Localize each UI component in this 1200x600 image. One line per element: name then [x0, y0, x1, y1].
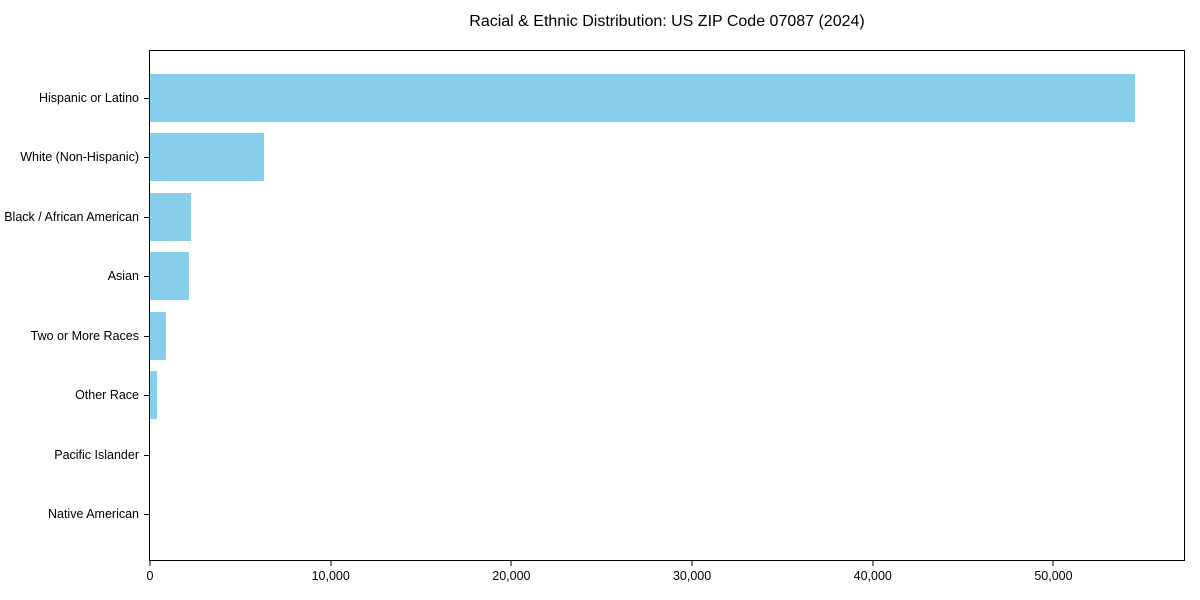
x-tick-label-40-000: 40,000	[853, 569, 892, 583]
x-tick-mark-30-000	[691, 561, 693, 566]
x-tick-mark-50-000	[1052, 561, 1054, 566]
y-tick-label-native-american: Native American	[47, 507, 139, 521]
y-tick-mark	[144, 395, 149, 397]
bar-hispanic-or-latino	[150, 73, 1135, 122]
y-tick-mark	[144, 276, 149, 278]
x-tick-label-20-000: 20,000	[492, 569, 531, 583]
x-tick-label-30-000: 30,000	[672, 569, 712, 583]
y-tick-mark	[144, 335, 149, 337]
bar-row-asian: Asian	[108, 247, 1184, 307]
y-tick-label-two-or-more-races: Two or More Races	[30, 328, 139, 343]
bar-two-or-more-races	[150, 311, 167, 360]
x-tick-label-0: 0	[146, 569, 154, 583]
x-tick-mark-40-000	[872, 561, 874, 566]
bar-black-african-american	[150, 192, 191, 241]
bar-row-native-american: Native American	[48, 485, 1184, 545]
x-tick-mark-10-000	[330, 561, 332, 566]
x-axis-ticks: 0 10,000 20,000 30,000 40,000 50,000	[146, 560, 1184, 600]
bar-row-black-african-american: Black / African American	[4, 187, 1184, 247]
bar-row-two-or-more-races: Two or More Races	[31, 306, 1184, 366]
y-tick-label-hispanic-or-latino: Hispanic or Latino	[38, 90, 139, 105]
y-tick-mark	[144, 514, 149, 516]
y-tick-mark	[144, 216, 149, 218]
bar-row-hispanic-or-latino: Hispanic or Latino	[39, 68, 1184, 128]
bar-row-pacific-islander: Pacific Islander	[54, 425, 1184, 485]
y-tick-mark	[144, 97, 149, 99]
y-tick-label-pacific-islander: Pacific Islander	[54, 447, 139, 462]
bar-rows: Hispanic or Latino White (Non-Hispanic) Bl…	[4, 51, 1184, 560]
x-tick-mark-0	[149, 561, 151, 566]
y-tick-label-white-non-hispanic: White (Non-Hispanic)	[20, 150, 139, 164]
y-tick-mark	[144, 454, 149, 456]
x-tick-label-50-000: 50,000	[1034, 569, 1073, 583]
chart-title: Racial & Ethnic Distribution: US ZIP Cod…	[469, 13, 865, 30]
bar-row-white-non-hispanic: White (Non-Hispanic)	[20, 128, 1184, 188]
y-tick-label-black-african-american: Black / African American	[4, 209, 139, 224]
bar-row-other-race: Other Race	[75, 366, 1184, 426]
bar-asian	[150, 252, 189, 301]
x-tick-mark-20-000	[510, 561, 512, 566]
y-tick-label-other-race: Other Race	[75, 388, 139, 402]
plot-area: Hispanic or Latino White (Non-Hispanic) Bl…	[4, 50, 1185, 582]
x-tick-label-10-000: 10,000	[311, 569, 350, 583]
y-tick-mark	[144, 157, 149, 159]
y-tick-label-asian: Asian	[107, 269, 139, 283]
bar-white-non-hispanic	[150, 133, 264, 182]
bar-other-race	[150, 371, 158, 420]
